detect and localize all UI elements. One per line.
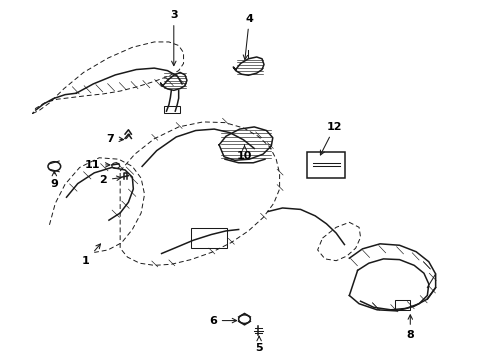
Text: 4: 4 (243, 14, 253, 59)
Text: 2: 2 (99, 175, 121, 185)
FancyBboxPatch shape (163, 106, 179, 113)
Text: 7: 7 (106, 134, 123, 144)
Bar (394, 300, 409, 310)
Text: 10: 10 (236, 145, 252, 161)
FancyBboxPatch shape (306, 152, 344, 178)
Text: 9: 9 (50, 171, 58, 189)
Text: 3: 3 (170, 10, 177, 66)
Text: 5: 5 (255, 336, 263, 353)
Text: 6: 6 (208, 316, 236, 325)
Text: 8: 8 (406, 315, 413, 340)
Bar (190, 228, 227, 248)
Text: 12: 12 (320, 122, 342, 155)
Text: 11: 11 (84, 160, 110, 170)
Text: 1: 1 (82, 244, 101, 266)
